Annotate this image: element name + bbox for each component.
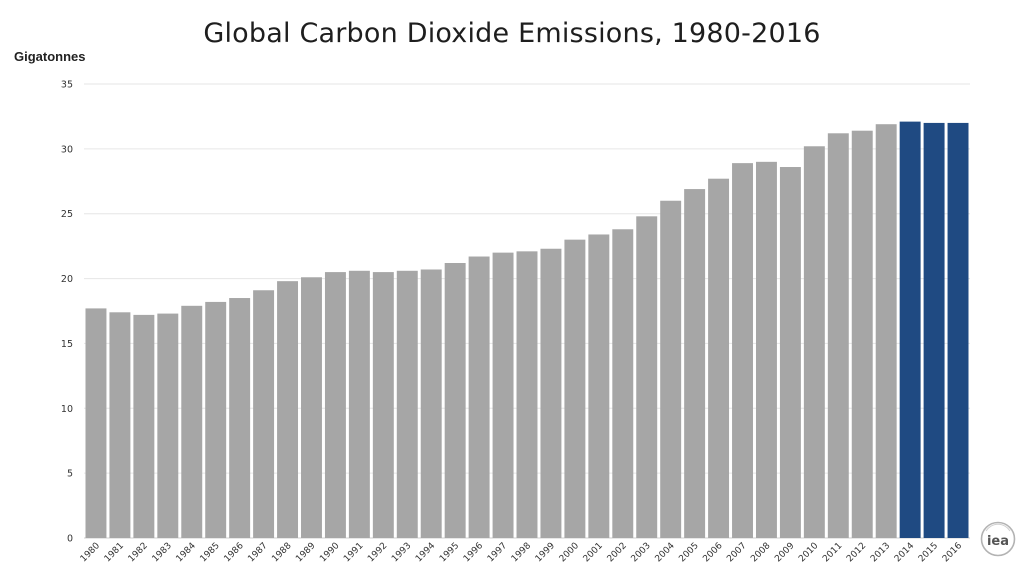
bar-1983 — [157, 313, 179, 538]
x-tick-label: 1992 — [366, 541, 389, 564]
x-tick-label: 2014 — [893, 541, 916, 564]
y-tick-label: 15 — [61, 339, 73, 350]
x-tick-label: 2010 — [797, 541, 820, 564]
x-tick-label: 1986 — [223, 541, 246, 564]
x-tick-label: 2004 — [654, 541, 677, 564]
y-tick-label: 25 — [61, 209, 73, 220]
x-tick-label: 1995 — [438, 541, 461, 564]
x-tick-label: 2016 — [941, 541, 964, 564]
x-tick-label: 1985 — [199, 541, 222, 564]
bar-1982 — [133, 314, 155, 538]
bar-1992 — [372, 272, 394, 538]
bar-1998 — [516, 251, 538, 538]
x-tick-label: 2001 — [582, 541, 605, 564]
x-tick-label: 1997 — [486, 541, 509, 564]
x-tick-label: 2009 — [773, 541, 796, 564]
x-tick-label: 2002 — [606, 541, 629, 564]
x-tick-label: 1990 — [318, 541, 341, 564]
bar-2012 — [851, 130, 873, 538]
x-tick-label: 1987 — [246, 541, 269, 564]
bar-1981 — [109, 312, 131, 538]
bar-2000 — [564, 239, 586, 538]
bar-1989 — [301, 277, 322, 538]
bar-1993 — [396, 270, 418, 538]
x-tick-label: 1994 — [414, 541, 437, 564]
x-tick-label: 1984 — [175, 541, 198, 564]
x-tick-label: 2005 — [677, 541, 700, 564]
x-tick-label: 2011 — [821, 541, 844, 564]
x-tick-label: 1996 — [462, 541, 485, 564]
bar-2015 — [923, 122, 945, 539]
x-tick-label: 1993 — [390, 541, 413, 564]
bar-2011 — [827, 133, 849, 538]
bar-1987 — [253, 290, 275, 538]
iea-logo-icon: iea — [980, 521, 1016, 557]
x-tick-label: 1983 — [151, 541, 174, 564]
x-tick-label: 2003 — [630, 541, 653, 564]
bar-1999 — [540, 248, 562, 539]
bar-1984 — [181, 305, 203, 538]
bar-2010 — [803, 146, 825, 538]
bar-2016 — [947, 122, 969, 539]
bar-2008 — [755, 161, 777, 539]
bar-1997 — [492, 252, 514, 538]
bar-2003 — [636, 216, 658, 538]
chart-title: Global Carbon Dioxide Emissions, 1980-20… — [203, 18, 821, 49]
x-tick-label: 2000 — [558, 541, 581, 564]
x-tick-label: 2008 — [749, 541, 772, 564]
bar-2009 — [779, 167, 801, 538]
bar-1995 — [444, 263, 466, 538]
bar-1996 — [468, 256, 490, 538]
bar-2004 — [660, 200, 682, 538]
y-tick-label: 20 — [61, 274, 73, 285]
bar-1980 — [85, 308, 107, 538]
bar-2007 — [732, 163, 753, 538]
y-tick-label: 5 — [67, 469, 73, 480]
bar-2014 — [899, 121, 921, 539]
x-tick-label: 1980 — [79, 541, 102, 564]
bar-1988 — [277, 281, 299, 538]
bar-1991 — [348, 270, 370, 538]
bar-2006 — [708, 178, 730, 539]
x-tick-label: 2006 — [701, 541, 724, 564]
x-tick-label: 1982 — [127, 541, 150, 564]
x-tick-label: 1988 — [270, 541, 293, 564]
y-tick-label: 10 — [61, 404, 73, 415]
x-tick-label: 1981 — [103, 541, 126, 564]
iea-logo-text: iea — [987, 534, 1009, 549]
bar-2005 — [684, 189, 706, 538]
y-tick-label: 0 — [67, 534, 73, 545]
bar-2002 — [612, 229, 634, 538]
bar-1985 — [205, 301, 227, 538]
y-axis-ticks: 0 5 10 15 20 25 30 35 — [61, 80, 73, 545]
bars — [85, 121, 969, 539]
iea-logo: iea — [980, 521, 1016, 557]
bar-1994 — [420, 269, 442, 538]
x-tick-label: 2013 — [869, 541, 892, 564]
bar-1986 — [229, 298, 251, 538]
x-axis-ticks: 1980 1981 1982 1983 1984 1985 1986 1987 1988 1989… — [79, 541, 965, 564]
y-tick-label: 35 — [61, 80, 73, 91]
x-tick-label: 2012 — [845, 541, 868, 564]
x-tick-label: 1991 — [342, 541, 365, 564]
bar-2001 — [588, 234, 610, 538]
x-tick-label: 1999 — [534, 541, 557, 564]
y-axis-label: Gigatonnes — [14, 49, 86, 64]
x-tick-label: 2015 — [917, 541, 940, 564]
x-tick-label: 1998 — [510, 541, 533, 564]
y-tick-label: 30 — [61, 144, 73, 155]
bar-2013 — [875, 124, 897, 538]
x-tick-label: 1989 — [294, 541, 317, 564]
bar-1990 — [324, 272, 346, 538]
x-tick-label: 2007 — [725, 541, 748, 564]
